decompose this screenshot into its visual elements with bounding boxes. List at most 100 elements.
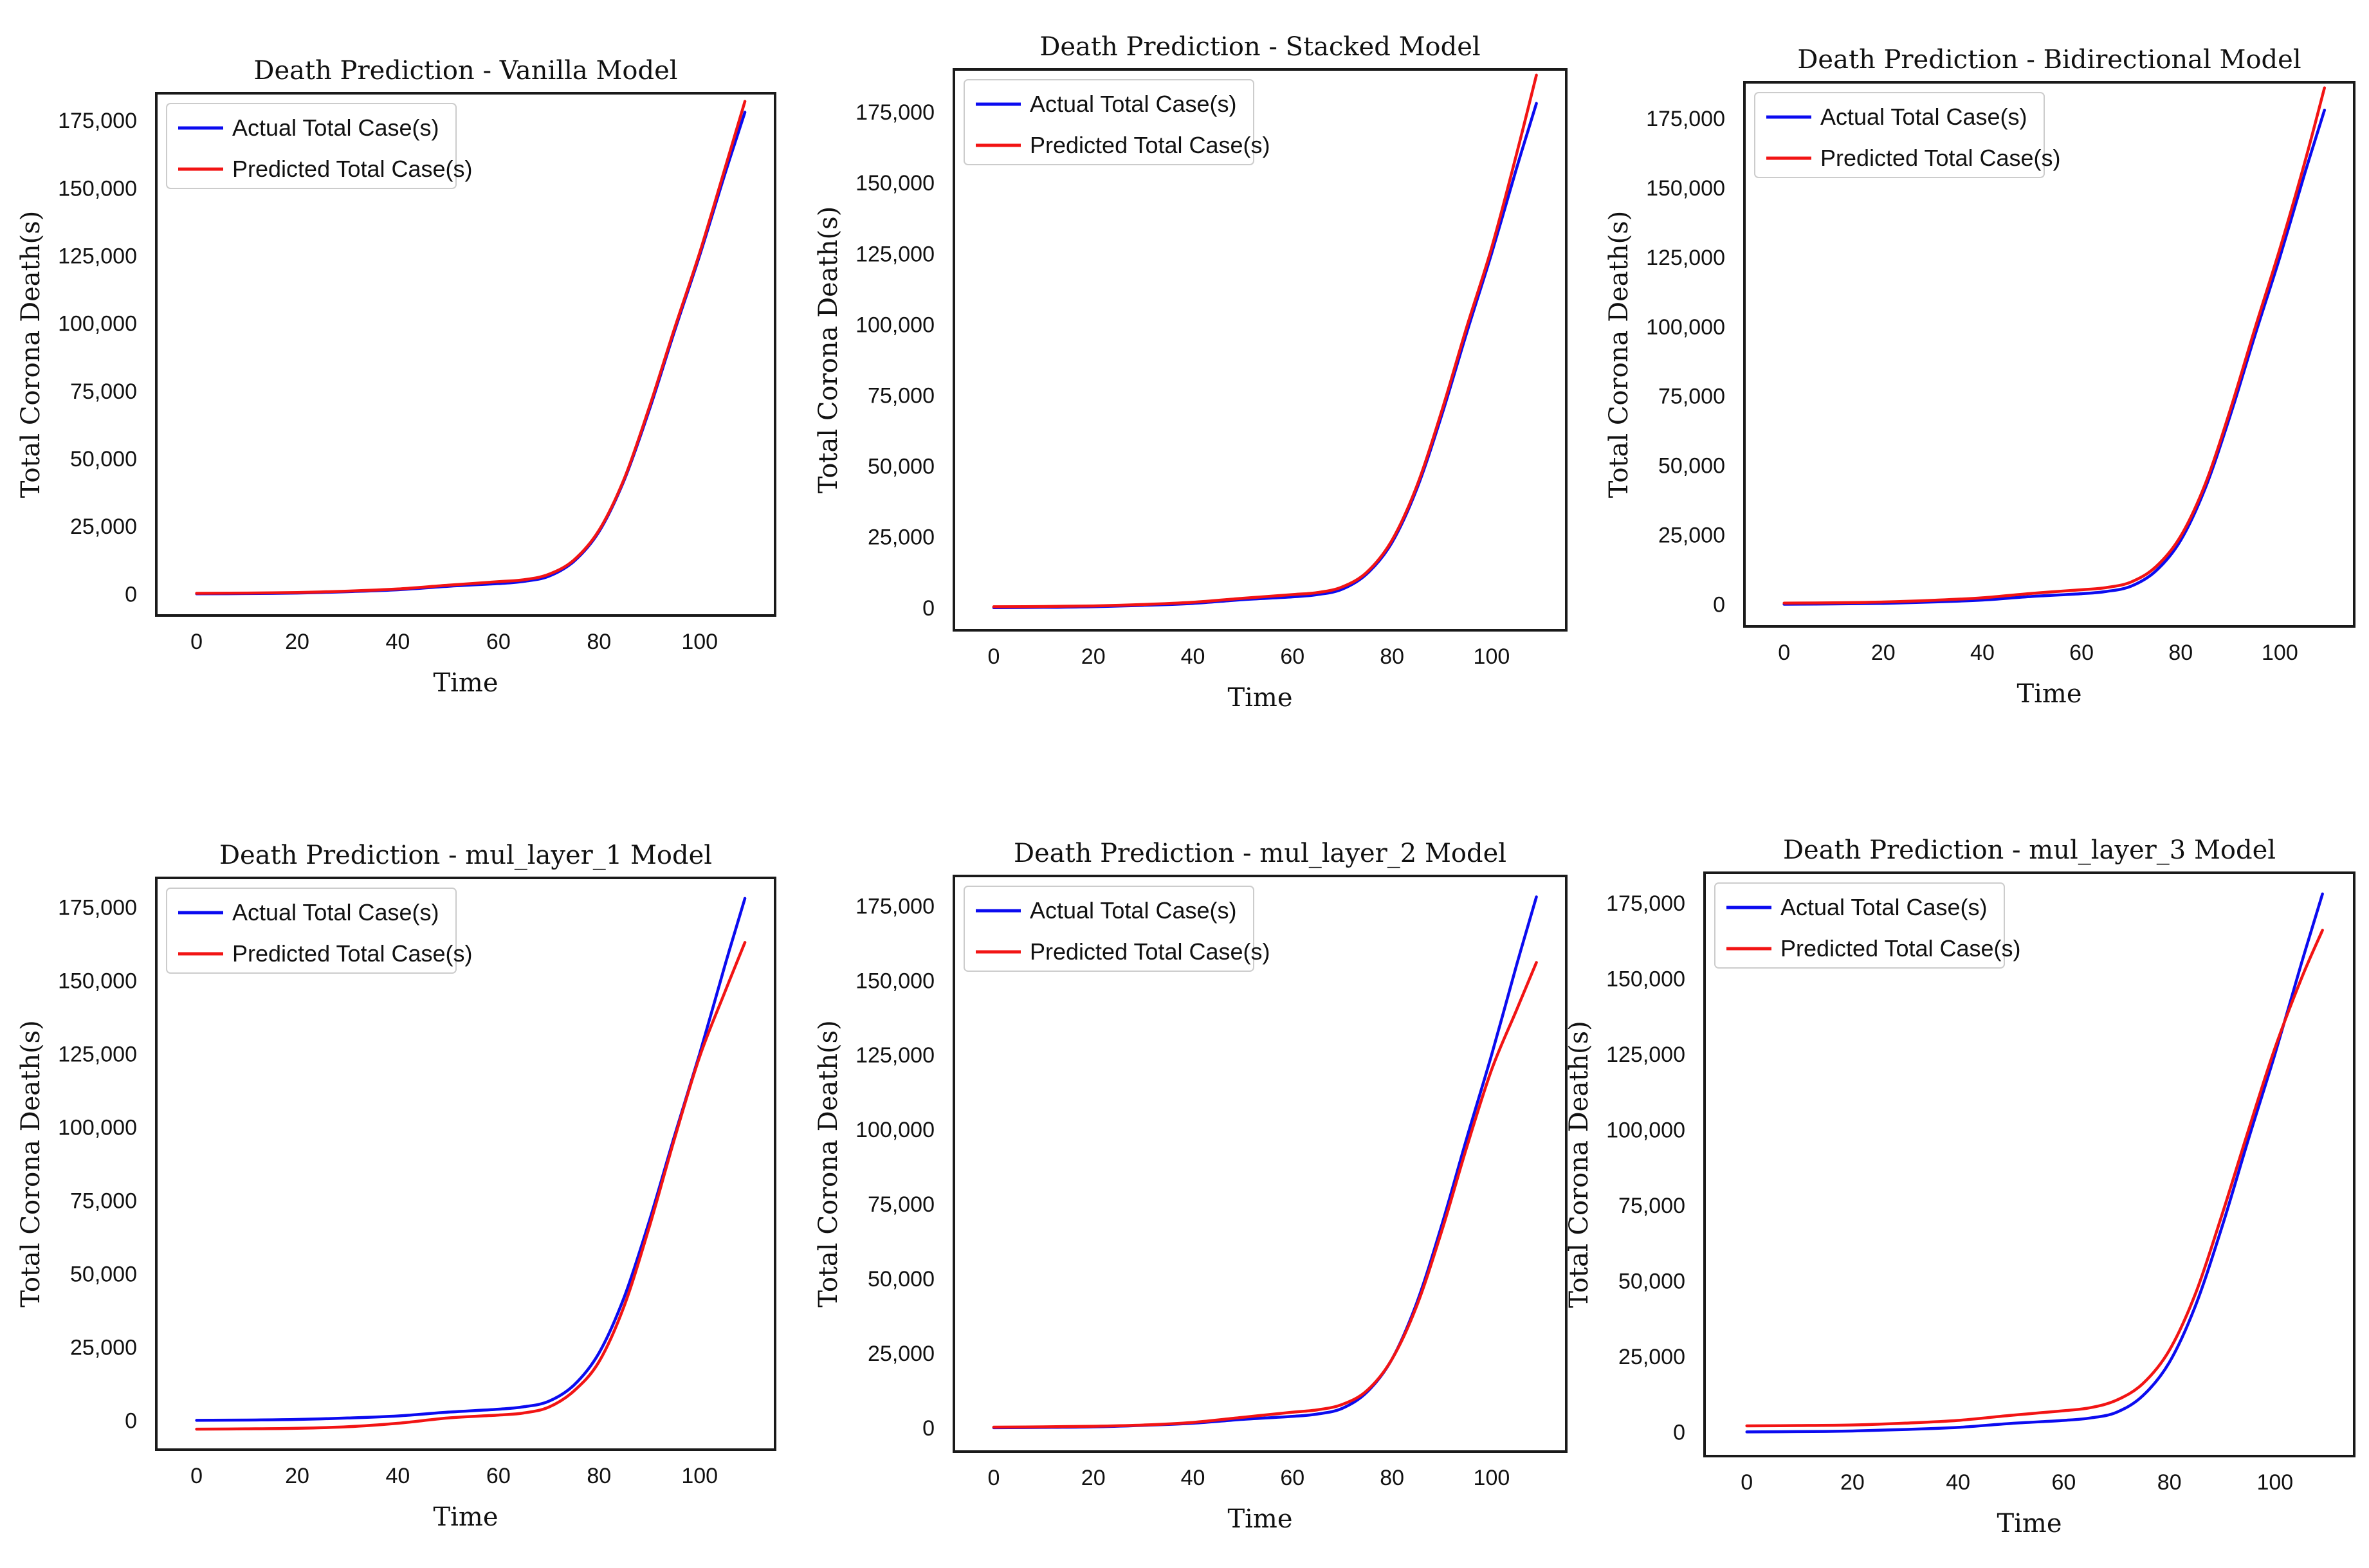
y-axis-label: Total Corona Death(s) <box>16 211 46 498</box>
y-tick-label: 175,000 <box>1646 107 1725 131</box>
y-tick-label: 100,000 <box>58 312 137 336</box>
chart-title: Death Prediction - Vanilla Model <box>253 56 677 86</box>
y-tick-label: 125,000 <box>855 1043 935 1068</box>
predicted-series-line <box>992 73 1538 608</box>
predicted-legend-label: Predicted Total Case(s) <box>232 940 473 967</box>
y-tick-label: 175,000 <box>855 894 935 918</box>
predicted-legend-label: Predicted Total Case(s) <box>232 156 473 182</box>
y-tick-label: 125,000 <box>1646 246 1725 270</box>
plot-frame <box>155 877 776 1451</box>
y-tick-label: 125,000 <box>58 244 137 268</box>
y-tick-label: 0 <box>125 582 137 606</box>
plot-frame <box>1703 871 2355 1457</box>
y-tick-label: 0 <box>1673 1420 1685 1445</box>
x-axis-label: Time <box>1227 1504 1292 1534</box>
legend: Actual Total Case(s) Predicted Total Case… <box>964 886 1270 972</box>
legend: Actual Total Case(s) Predicted Total Case… <box>1754 92 2061 178</box>
y-tick-label: 75,000 <box>868 383 935 408</box>
x-tick-label: 60 <box>1280 644 1304 669</box>
legend-box <box>166 888 457 974</box>
y-tick-label: 100,000 <box>1606 1118 1685 1142</box>
x-axis-label: Time <box>433 1502 498 1532</box>
legend-box <box>964 79 1254 165</box>
x-tick-label: 0 <box>1741 1470 1753 1495</box>
legend: Actual Total Case(s) Predicted Total Case… <box>964 79 1270 165</box>
x-tick-label: 60 <box>486 630 511 654</box>
chart-panel-3: Death Prediction - Bidirectional Model 0 2… <box>1604 45 2355 709</box>
y-tick-label: 125,000 <box>58 1043 137 1067</box>
x-axis-label: Time <box>1997 1509 2062 1538</box>
x-tick-label: 40 <box>1181 644 1205 669</box>
y-tick-label: 25,000 <box>1658 524 1725 548</box>
y-tick-label: 50,000 <box>70 447 137 471</box>
actual-legend-label: Actual Total Case(s) <box>1030 897 1236 924</box>
x-tick-label: 80 <box>2157 1470 2182 1495</box>
x-tick-label: 80 <box>1380 1466 1404 1490</box>
actual-series-line <box>1782 108 2327 606</box>
predicted-series-line <box>992 961 1538 1429</box>
x-tick-label: 40 <box>386 630 410 654</box>
y-tick-label: 0 <box>922 1416 935 1441</box>
chart-panel-2: Death Prediction - Stacked Model 0 20 40 60 8… <box>814 32 1568 713</box>
actual-legend-label: Actual Total Case(s) <box>1780 894 1987 920</box>
x-tick-label: 0 <box>190 630 203 654</box>
x-tick-label: 100 <box>2256 1470 2293 1495</box>
y-tick-label: 0 <box>1713 592 1725 617</box>
chart-title: Death Prediction - mul_layer_2 Model <box>1014 839 1506 868</box>
predicted-series-line <box>195 100 747 595</box>
x-tick-label: 100 <box>681 630 718 654</box>
y-tick-label: 50,000 <box>1658 454 1725 479</box>
y-tick-label: 50,000 <box>868 1267 935 1291</box>
x-tick-label: 0 <box>987 1466 1000 1490</box>
actual-legend-label: Actual Total Case(s) <box>1030 91 1236 117</box>
y-tick-label: 100,000 <box>1646 315 1725 340</box>
x-tick-label: 40 <box>1181 1466 1205 1490</box>
y-tick-label: 75,000 <box>1658 385 1725 409</box>
actual-series-line <box>992 895 1538 1430</box>
plot-frame <box>953 875 1568 1453</box>
y-tick-label: 0 <box>922 596 935 621</box>
y-tick-label: 50,000 <box>70 1262 137 1286</box>
predicted-legend-label: Predicted Total Case(s) <box>1780 935 2021 962</box>
x-tick-label: 0 <box>190 1464 203 1488</box>
x-tick-label: 20 <box>1840 1470 1865 1495</box>
y-tick-label: 125,000 <box>1606 1043 1685 1067</box>
x-tick-label: 40 <box>1946 1470 1970 1495</box>
y-tick-label: 175,000 <box>58 109 137 133</box>
x-tick-label: 60 <box>1280 1466 1304 1490</box>
y-tick-label: 75,000 <box>868 1192 935 1217</box>
x-tick-label: 60 <box>2051 1470 2076 1495</box>
predicted-legend-label: Predicted Total Case(s) <box>1030 132 1270 158</box>
y-axis-label: Total Corona Death(s) <box>814 206 843 493</box>
y-axis-label: Total Corona Death(s) <box>814 1020 843 1307</box>
x-tick-label: 20 <box>285 630 309 654</box>
x-tick-label: 80 <box>2168 641 2193 665</box>
y-tick-label: 150,000 <box>58 176 137 201</box>
actual-series-line <box>1745 892 2324 1434</box>
chart-title: Death Prediction - mul_layer_3 Model <box>1783 835 2276 865</box>
y-tick-label: 25,000 <box>1618 1345 1685 1369</box>
actual-legend-label: Actual Total Case(s) <box>232 114 439 141</box>
y-tick-label: 100,000 <box>855 313 935 337</box>
y-tick-label: 175,000 <box>855 100 935 125</box>
predicted-legend-label: Predicted Total Case(s) <box>1030 938 1270 965</box>
x-tick-label: 20 <box>285 1464 309 1488</box>
y-tick-label: 25,000 <box>70 515 137 539</box>
y-tick-label: 50,000 <box>1618 1269 1685 1293</box>
x-tick-label: 20 <box>1081 1466 1106 1490</box>
x-axis-label: Time <box>2017 679 2081 709</box>
x-axis-label: Time <box>1227 683 1292 713</box>
actual-legend-label: Actual Total Case(s) <box>1820 104 2027 130</box>
x-tick-label: 20 <box>1081 644 1106 669</box>
x-tick-label: 40 <box>386 1464 410 1488</box>
y-tick-label: 100,000 <box>58 1116 137 1140</box>
x-tick-label: 0 <box>987 644 1000 669</box>
y-tick-label: 25,000 <box>70 1335 137 1360</box>
y-tick-label: 25,000 <box>868 1342 935 1366</box>
plot-frame <box>1743 81 2355 628</box>
y-tick-label: 75,000 <box>70 1189 137 1213</box>
y-tick-label: 125,000 <box>855 242 935 266</box>
chart-panel-1: Death Prediction - Vanilla Model 0 20 40 60 8… <box>16 56 776 698</box>
y-tick-label: 75,000 <box>70 379 137 404</box>
